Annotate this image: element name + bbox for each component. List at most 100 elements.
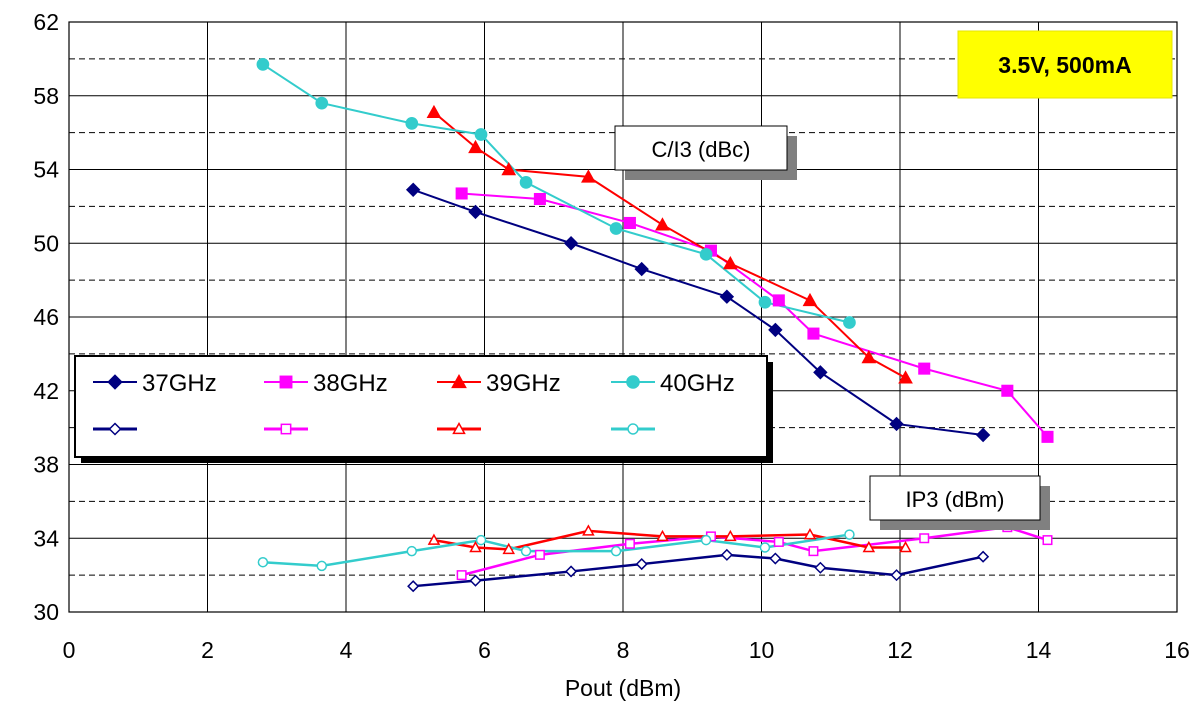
data-point bbox=[862, 540, 876, 553]
data-point bbox=[520, 545, 532, 557]
legend-label: 37GHz bbox=[142, 370, 217, 397]
data-point bbox=[563, 236, 579, 251]
data-point bbox=[635, 558, 648, 571]
condition-label: 3.5V, 500mA bbox=[998, 52, 1131, 78]
legend-marker-ip3 bbox=[108, 422, 122, 436]
data-point bbox=[889, 416, 904, 432]
data-point bbox=[977, 550, 990, 563]
data-point bbox=[582, 524, 595, 536]
data-point bbox=[807, 327, 820, 340]
data-point bbox=[808, 546, 819, 557]
data-point bbox=[456, 570, 467, 581]
data-point bbox=[405, 117, 419, 130]
data-point bbox=[634, 261, 649, 277]
x-tick-label: 8 bbox=[617, 637, 630, 663]
data-point bbox=[898, 370, 913, 384]
data-point bbox=[758, 295, 772, 309]
data-point bbox=[468, 204, 483, 220]
data-point bbox=[769, 552, 782, 565]
y-tick-label: 42 bbox=[33, 378, 59, 404]
data-point bbox=[814, 561, 827, 574]
data-point bbox=[502, 542, 516, 555]
y-tick-label: 38 bbox=[33, 452, 59, 478]
y-tick-label: 58 bbox=[33, 83, 59, 109]
ci3-box bbox=[614, 125, 788, 171]
y-tick-label: 54 bbox=[33, 157, 59, 183]
data-point bbox=[475, 534, 487, 546]
data-point bbox=[426, 104, 442, 119]
data-point bbox=[624, 538, 635, 549]
data-point bbox=[919, 533, 930, 544]
ip3-box bbox=[869, 475, 1041, 521]
data-point bbox=[427, 533, 441, 545]
plot-border bbox=[68, 21, 1178, 613]
data-point bbox=[469, 574, 482, 587]
data-point bbox=[899, 540, 912, 553]
data-point bbox=[609, 222, 623, 235]
legend-marker bbox=[279, 375, 293, 389]
legend-label: 38GHz bbox=[313, 370, 388, 397]
data-point bbox=[610, 545, 622, 557]
data-point bbox=[581, 169, 596, 183]
data-point bbox=[316, 560, 328, 572]
series-markers bbox=[256, 58, 1054, 593]
data-point bbox=[803, 528, 817, 540]
legend-label: 40GHz bbox=[660, 370, 735, 397]
data-point bbox=[768, 322, 783, 338]
legend-marker-ip3 bbox=[627, 423, 639, 435]
data-point bbox=[474, 128, 488, 141]
data-point bbox=[656, 529, 669, 542]
data-point bbox=[315, 96, 329, 110]
data-point bbox=[844, 529, 855, 540]
data-point bbox=[257, 556, 269, 568]
ci3-label: C/I3 (dBc) bbox=[651, 137, 750, 162]
annotations: 3.5V, 500mA C/I3 (dBc) IP3 (dBm) bbox=[614, 30, 1173, 530]
x-tick-label: 14 bbox=[1026, 637, 1052, 663]
data-point bbox=[759, 542, 771, 553]
data-point bbox=[455, 187, 468, 200]
data-point bbox=[406, 545, 418, 557]
data-point bbox=[802, 292, 818, 307]
legend-label: 39GHz bbox=[486, 370, 561, 397]
data-point bbox=[519, 176, 533, 189]
data-point bbox=[699, 247, 713, 261]
x-axis-label: Pout (dBm) bbox=[565, 675, 681, 701]
y-tick-label: 34 bbox=[33, 525, 59, 551]
condition-box bbox=[957, 30, 1173, 99]
data-point bbox=[772, 294, 785, 307]
data-point bbox=[533, 192, 546, 206]
data-point bbox=[501, 161, 517, 176]
legend-box bbox=[74, 355, 768, 458]
legend-marker bbox=[107, 374, 123, 390]
data-point bbox=[700, 534, 712, 546]
legend-marker-ip3 bbox=[452, 421, 466, 435]
data-point bbox=[469, 540, 482, 553]
data-point bbox=[720, 548, 733, 561]
data-point bbox=[813, 365, 828, 380]
data-point bbox=[468, 139, 483, 154]
data-point bbox=[534, 549, 545, 560]
x-tick-label: 2 bbox=[201, 637, 214, 663]
x-tick-label: 16 bbox=[1164, 637, 1190, 663]
legend-marker-ip3 bbox=[280, 423, 292, 435]
ip3-label: IP3 (dBm) bbox=[905, 487, 1004, 512]
data-point bbox=[719, 289, 735, 304]
data-point bbox=[565, 565, 578, 578]
data-point bbox=[773, 536, 784, 547]
data-point bbox=[407, 580, 420, 593]
data-point bbox=[623, 216, 636, 229]
data-point bbox=[861, 350, 877, 364]
x-tick-label: 10 bbox=[749, 637, 775, 663]
legend-marker bbox=[626, 375, 640, 389]
data-point bbox=[1041, 430, 1054, 443]
data-point bbox=[918, 362, 931, 375]
y-tick-label: 62 bbox=[33, 9, 59, 35]
data-point bbox=[1042, 535, 1053, 546]
x-tick-label: 12 bbox=[887, 637, 913, 663]
legend: 37GHz 38GHz 39GHz 40GHz bbox=[74, 355, 773, 463]
x-tick-label: 6 bbox=[478, 637, 491, 663]
data-point bbox=[256, 58, 270, 71]
data-point bbox=[405, 182, 421, 197]
data-point bbox=[655, 217, 670, 231]
